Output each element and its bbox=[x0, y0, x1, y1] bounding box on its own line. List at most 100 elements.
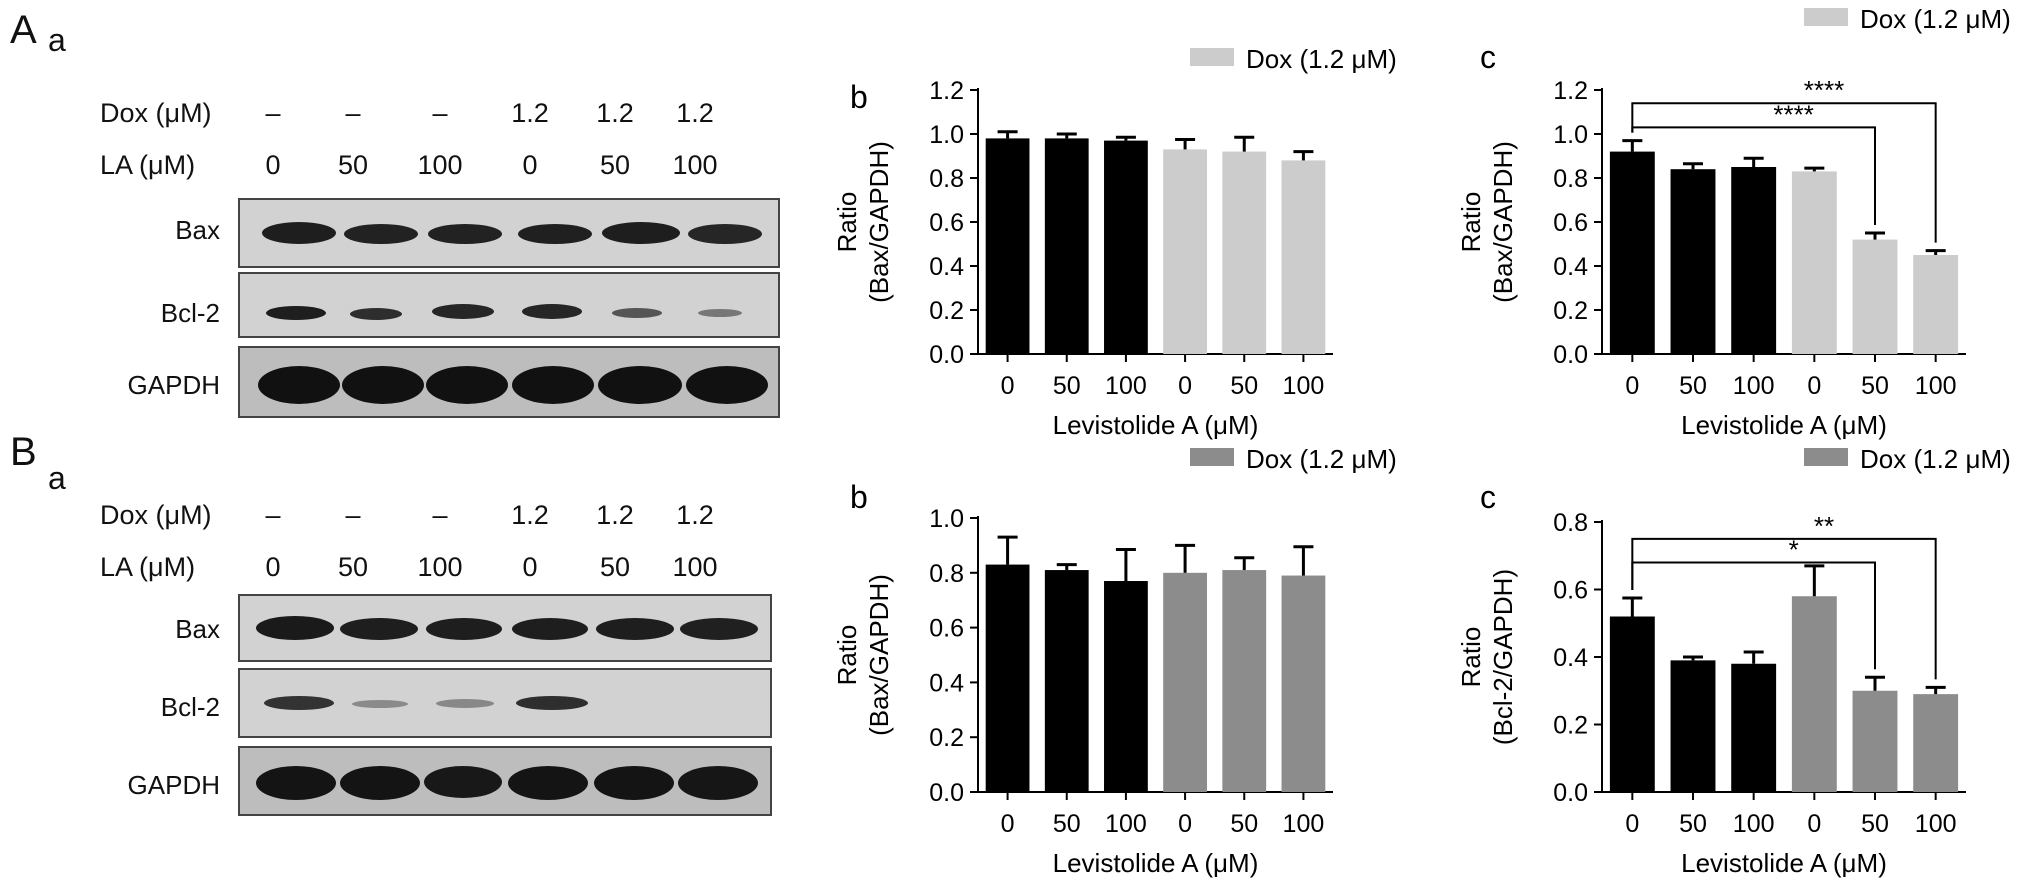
y-tick-label: 1.2 bbox=[929, 77, 964, 105]
y-tick-label: 1.0 bbox=[929, 121, 964, 149]
blot-label-B-gapdh: GAPDH bbox=[127, 770, 220, 800]
band bbox=[602, 222, 680, 244]
bar bbox=[1791, 171, 1837, 354]
y-tick-label: 0.2 bbox=[929, 724, 964, 752]
significance-label: **** bbox=[1804, 75, 1844, 105]
la-value-A-6: 100 bbox=[672, 150, 718, 180]
bar bbox=[1913, 255, 1959, 354]
y-axis-label-line1: Ratio bbox=[832, 192, 862, 253]
bar bbox=[1731, 167, 1777, 354]
x-axis-label: Levistolide A (μM) bbox=[1681, 848, 1887, 878]
y-tick-label: 0.6 bbox=[1553, 209, 1588, 237]
blot-strip-B-bax bbox=[238, 594, 772, 662]
dox-row-label-B: Dox (μM) bbox=[100, 500, 212, 530]
la-value-B-1: 0 bbox=[265, 552, 281, 582]
y-tick-label: 0.2 bbox=[1553, 712, 1588, 740]
x-tick-label: 0 bbox=[1001, 810, 1015, 838]
y-tick-label: 0.0 bbox=[1553, 341, 1588, 369]
x-tick-label: 100 bbox=[1105, 372, 1147, 400]
dox-value-B-4: 1.2 bbox=[511, 500, 549, 530]
y-tick-label: 0.4 bbox=[1553, 253, 1588, 281]
y-tick-label: 0.2 bbox=[1553, 297, 1588, 325]
x-tick-label: 0 bbox=[1625, 810, 1639, 838]
y-tick-label: 0.6 bbox=[929, 615, 964, 643]
panel-sub-label-Aa: a bbox=[48, 22, 66, 58]
band bbox=[426, 618, 502, 640]
band bbox=[598, 366, 682, 404]
bar bbox=[1670, 169, 1716, 354]
x-axis-label: Levistolide A (μM) bbox=[1053, 410, 1259, 440]
x-axis-label: Levistolide A (μM) bbox=[1053, 848, 1259, 878]
band bbox=[596, 618, 674, 640]
band bbox=[680, 618, 758, 640]
blot-label-A-bcl2: Bcl-2 bbox=[160, 298, 220, 328]
significance-bracket bbox=[1631, 537, 1937, 680]
chart-panel-label: b bbox=[850, 79, 868, 115]
bar bbox=[1670, 660, 1716, 792]
y-axis-label-line1: Ratio bbox=[1456, 192, 1486, 253]
band bbox=[516, 696, 588, 710]
x-tick-label: 0 bbox=[1807, 372, 1821, 400]
band bbox=[594, 766, 674, 800]
y-tick-label: 0.0 bbox=[929, 779, 964, 807]
y-tick-label: 1.0 bbox=[1553, 121, 1588, 149]
band bbox=[512, 366, 594, 404]
significance-label: ** bbox=[1814, 511, 1834, 541]
x-tick-label: 100 bbox=[1733, 372, 1775, 400]
dox-value-B-5: 1.2 bbox=[596, 500, 634, 530]
dox-value-A-6: 1.2 bbox=[676, 98, 714, 128]
bar bbox=[1281, 160, 1326, 354]
chart-panel-label: c bbox=[1480, 479, 1496, 515]
legend-swatch bbox=[1190, 48, 1234, 66]
x-tick-label: 0 bbox=[1178, 810, 1192, 838]
bar bbox=[1163, 149, 1207, 354]
significance-label: * bbox=[1789, 535, 1799, 565]
blot-label-A-gapdh: GAPDH bbox=[127, 370, 220, 400]
bar bbox=[1222, 151, 1267, 354]
band bbox=[266, 306, 326, 320]
band bbox=[350, 308, 402, 320]
significance-bracket bbox=[1631, 102, 1937, 243]
band bbox=[686, 366, 768, 404]
significance-label: **** bbox=[1773, 99, 1813, 129]
band bbox=[428, 224, 502, 244]
x-tick-label: 0 bbox=[1625, 372, 1639, 400]
x-tick-label: 0 bbox=[1001, 372, 1015, 400]
la-row-label-A: LA (μM) bbox=[100, 150, 196, 180]
la-value-B-2: 50 bbox=[337, 552, 369, 582]
band bbox=[256, 766, 336, 800]
bar bbox=[1104, 140, 1148, 354]
x-tick-label: 50 bbox=[1230, 810, 1258, 838]
bar bbox=[1791, 596, 1837, 792]
bar bbox=[1731, 663, 1777, 792]
blot-strip-A-bax bbox=[238, 198, 780, 268]
y-tick-label: 0.8 bbox=[1553, 509, 1588, 537]
band bbox=[424, 766, 502, 798]
dox-row-label-A: Dox (μM) bbox=[100, 98, 212, 128]
y-tick-label: 0.6 bbox=[929, 209, 964, 237]
la-value-B-6: 100 bbox=[672, 552, 718, 582]
band bbox=[264, 696, 334, 710]
band bbox=[436, 699, 494, 708]
band bbox=[258, 366, 340, 404]
x-tick-label: 50 bbox=[1861, 810, 1889, 838]
y-tick-label: 0.0 bbox=[929, 341, 964, 369]
bar bbox=[1852, 690, 1898, 792]
bar bbox=[1852, 239, 1898, 354]
band bbox=[698, 309, 742, 317]
x-tick-label: 100 bbox=[1283, 810, 1325, 838]
y-tick-label: 1.2 bbox=[1553, 77, 1588, 105]
y-tick-label: 0.4 bbox=[929, 669, 964, 697]
la-value-A-1: 0 bbox=[265, 150, 281, 180]
y-tick-label: 0.2 bbox=[929, 297, 964, 325]
la-value-B-4: 0 bbox=[522, 552, 538, 582]
x-tick-label: 100 bbox=[1283, 372, 1325, 400]
band bbox=[426, 366, 508, 404]
band bbox=[512, 618, 588, 640]
band bbox=[432, 304, 494, 319]
blot-label-B-bcl2: Bcl-2 bbox=[160, 692, 220, 722]
band bbox=[340, 766, 420, 800]
band bbox=[340, 618, 418, 640]
band bbox=[262, 222, 336, 244]
